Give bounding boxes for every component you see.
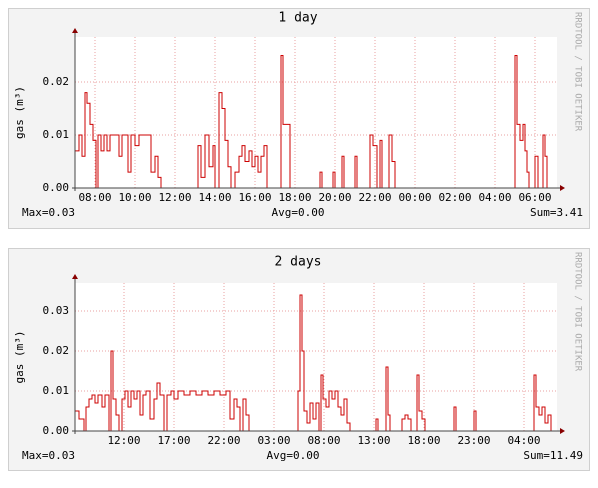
x-tick-label: 12:00	[107, 434, 140, 447]
x-tick-label: 04:00	[507, 434, 540, 447]
y-tick-label: 0.02	[43, 75, 70, 88]
x-tick-label: 23:00	[457, 434, 490, 447]
x-tick-label: 00:00	[398, 191, 431, 204]
x-tick-label: 13:00	[357, 434, 390, 447]
y-axis-label: gas (m³)	[13, 86, 26, 139]
x-tick-label: 14:00	[198, 191, 231, 204]
y-tick-label: 0.02	[43, 344, 70, 357]
x-tick-label: 18:00	[407, 434, 440, 447]
x-arrow	[560, 428, 565, 434]
x-arrow	[560, 185, 565, 191]
y-arrow	[72, 274, 78, 279]
x-tick-label: 10:00	[118, 191, 151, 204]
y-tick-label: 0.01	[43, 128, 70, 141]
footer-text: Max=0.03	[22, 206, 75, 219]
footer-text: Avg=0.00	[267, 449, 320, 462]
data-line	[75, 55, 557, 189]
footer-text: Sum=3.41	[530, 206, 583, 219]
y-tick-label: 0.00	[43, 424, 70, 437]
x-tick-label: 03:00	[257, 434, 290, 447]
x-tick-label: 16:00	[238, 191, 271, 204]
footer-text: Avg=0.00	[272, 206, 325, 219]
x-tick-label: 17:00	[157, 434, 190, 447]
x-tick-label: 12:00	[158, 191, 191, 204]
x-tick-label: 04:00	[478, 191, 511, 204]
x-tick-label: 20:00	[318, 191, 351, 204]
y-axis-label: gas (m³)	[13, 331, 26, 384]
x-tick-label: 02:00	[438, 191, 471, 204]
footer-text: Max=0.03	[22, 449, 75, 462]
y-arrow	[72, 28, 78, 33]
y-tick-label: 0.00	[43, 181, 70, 194]
y-tick-label: 0.01	[43, 384, 70, 397]
x-tick-label: 18:00	[278, 191, 311, 204]
x-tick-label: 22:00	[207, 434, 240, 447]
x-tick-label: 08:00	[78, 191, 111, 204]
x-tick-label: 06:00	[518, 191, 551, 204]
y-tick-label: 0.03	[43, 304, 70, 317]
watermark: RRDTOOL / TOBI OETIKER	[573, 252, 583, 372]
chart-title: 2 days	[275, 255, 322, 270]
chart-title: 1 day	[278, 11, 317, 26]
footer-text: Sum=11.49	[523, 449, 583, 462]
x-tick-label: 08:00	[307, 434, 340, 447]
watermark: RRDTOOL / TOBI OETIKER	[573, 12, 583, 132]
x-tick-label: 22:00	[358, 191, 391, 204]
plot-area	[75, 37, 557, 188]
